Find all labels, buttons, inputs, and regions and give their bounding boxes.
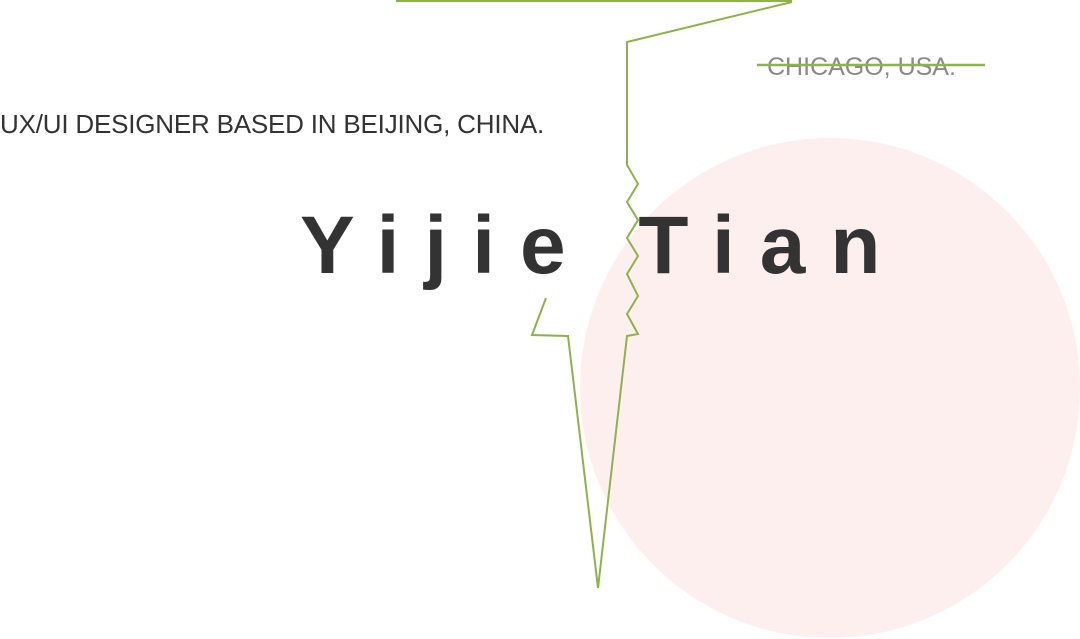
struck-old-location-text: CHICAGO, USA. xyxy=(767,53,956,81)
hero-name-heading: Yijie Tian xyxy=(300,200,906,291)
tagline-text: UX/UI DESIGNER BASED IN BEIJING, CHINA. xyxy=(0,109,545,139)
